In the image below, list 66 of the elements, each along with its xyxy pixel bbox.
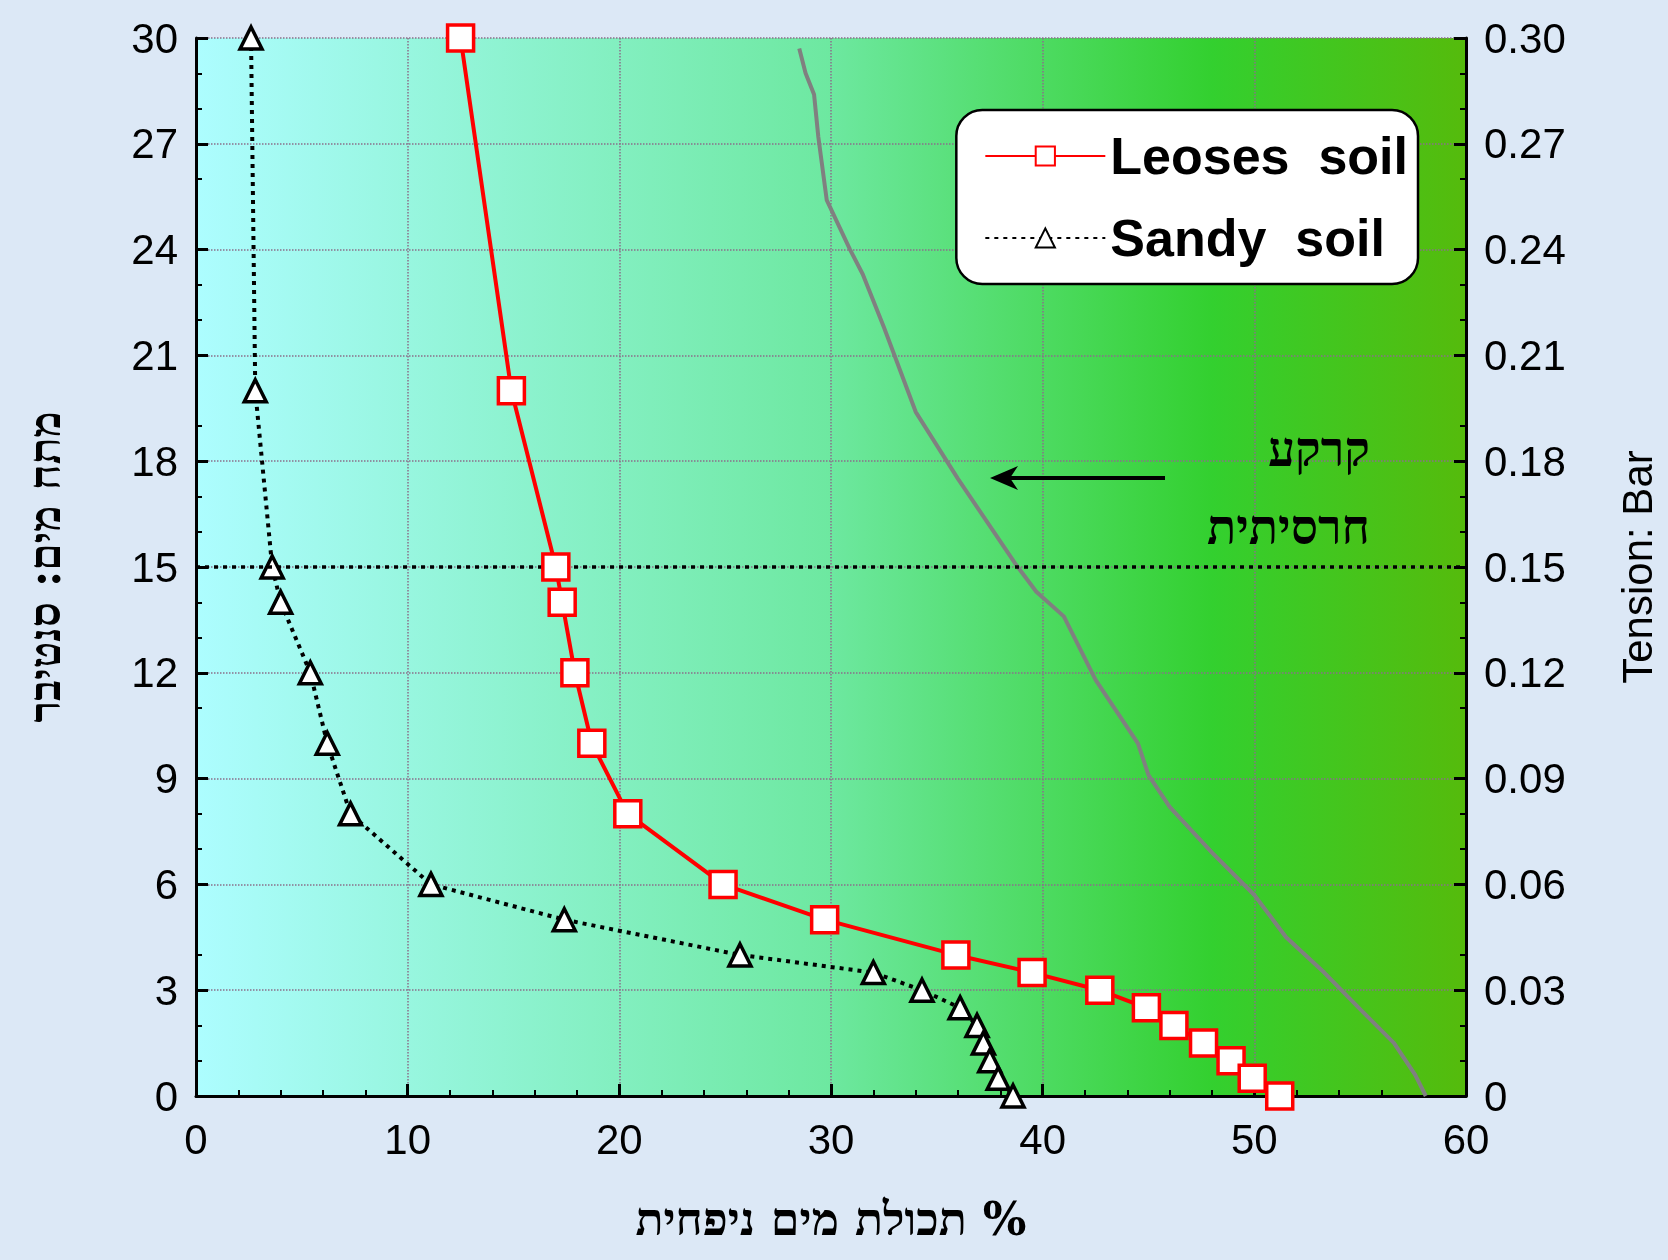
y2-tick-label: 0.15 [1484,543,1566,591]
y2-tick-label: 0.12 [1484,649,1566,697]
x-tick-label: 0 [184,1115,208,1163]
point [909,977,935,1003]
point [313,728,341,757]
y2-axis-title: Tension: Bar [1613,450,1661,684]
x-tick-label: 50 [1230,1115,1278,1163]
point [708,869,738,900]
y2-tick-label: 0.24 [1484,226,1566,274]
point [577,728,607,759]
point [541,552,571,582]
point [547,587,577,618]
y-tick-label: 21 [131,331,178,379]
point [1159,1010,1189,1041]
y-tick-label: 30 [131,14,178,62]
point [1188,1028,1219,1058]
point [809,904,840,935]
x-tick-label: 30 [807,1115,855,1163]
point [727,942,753,968]
y-tick-label: 12 [131,649,178,697]
point [984,1063,1011,1092]
y-tick-label: 9 [154,755,178,803]
x-tick-label: 10 [384,1115,432,1163]
line-series [797,46,1428,1098]
y2-tick-label: 0.27 [1484,120,1566,168]
point [947,995,973,1021]
legend-label: Leoses soil [1110,127,1409,185]
y2-tick-label: 0.18 [1484,437,1566,485]
point [417,869,445,898]
point [550,904,578,933]
y-tick-label: 24 [131,226,178,274]
point [613,799,643,829]
y-tick-label: 0 [154,1072,178,1120]
x-tick-label: 40 [1019,1115,1067,1163]
point [496,375,527,406]
point [238,25,264,51]
y-tick-label: 18 [131,437,178,485]
point [1000,1083,1026,1109]
y-tick-label: 6 [154,860,178,908]
point [1237,1063,1267,1094]
point [297,660,324,686]
y2-tick-label: 0.21 [1484,331,1566,379]
point [859,957,888,986]
y2-tick-label: 0.30 [1484,14,1566,62]
annotation: קרקע חרסיתית [1206,421,1370,555]
y-tick-label: 15 [131,543,178,591]
point [1131,993,1162,1023]
point [259,554,285,580]
y2-tick-label: 0.06 [1484,860,1566,908]
point [560,658,590,688]
point [1017,957,1047,988]
y-tick-label: 27 [131,120,178,168]
y2-tick-label: 0.03 [1484,966,1566,1014]
x-tick-label: 20 [595,1115,643,1163]
y2-tick-label: 0.09 [1484,755,1566,803]
point [1085,975,1115,1005]
x-axis-title: תכולת מים ניפחית % [635,1192,1027,1246]
y-axis-title: מתח מים: סנטיבר [18,411,70,723]
point [941,940,971,970]
point [266,587,295,616]
point [337,801,364,827]
point [1264,1081,1295,1111]
legend-label: Sandy soil [1110,209,1385,267]
point [241,375,269,404]
point [445,23,476,53]
y-tick-label: 3 [154,966,178,1014]
